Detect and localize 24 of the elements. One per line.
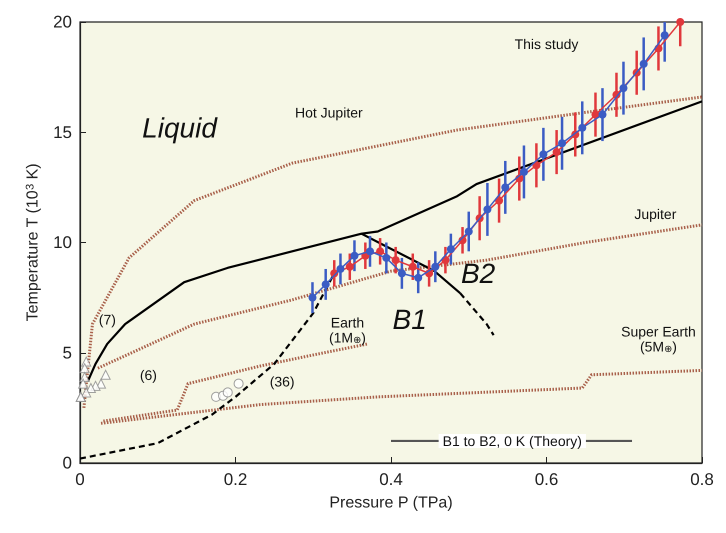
annotation: (6) [140, 366, 157, 383]
annotation: Liquid [142, 112, 218, 144]
annotation: (7) [98, 312, 116, 328]
x-tick-label: 0.4 [379, 470, 403, 489]
annotation: Earth (1M⊕) [328, 314, 366, 346]
annotation: Hot Jupiter [294, 104, 363, 120]
annotation: Jupiter [634, 206, 677, 222]
x-axis-title: Pressure P (TPa) [329, 494, 453, 512]
annotation: Super Earth (5M⊕) [621, 324, 696, 356]
y-tick-label: 5 [62, 343, 72, 362]
y-tick-label: 20 [53, 12, 72, 32]
annotation: (36) [270, 373, 295, 390]
annotation: This study [514, 36, 578, 52]
x-tick-label: 0 [75, 470, 85, 489]
y-tick-label: 0 [62, 454, 72, 472]
x-tick-label: 0.2 [224, 470, 248, 489]
y-tick-label: 15 [53, 122, 72, 142]
annotation: B1 to B2, 0 K (Theory) [442, 432, 582, 449]
annotation: B1 [392, 304, 427, 336]
annotation: B2 [460, 258, 496, 289]
x-tick-label: 0.6 [534, 470, 558, 489]
y-axis-title: Temperature T (103 K) [24, 163, 42, 322]
y-tick-label: 10 [53, 233, 72, 252]
x-tick-label: 0.8 [690, 470, 714, 489]
